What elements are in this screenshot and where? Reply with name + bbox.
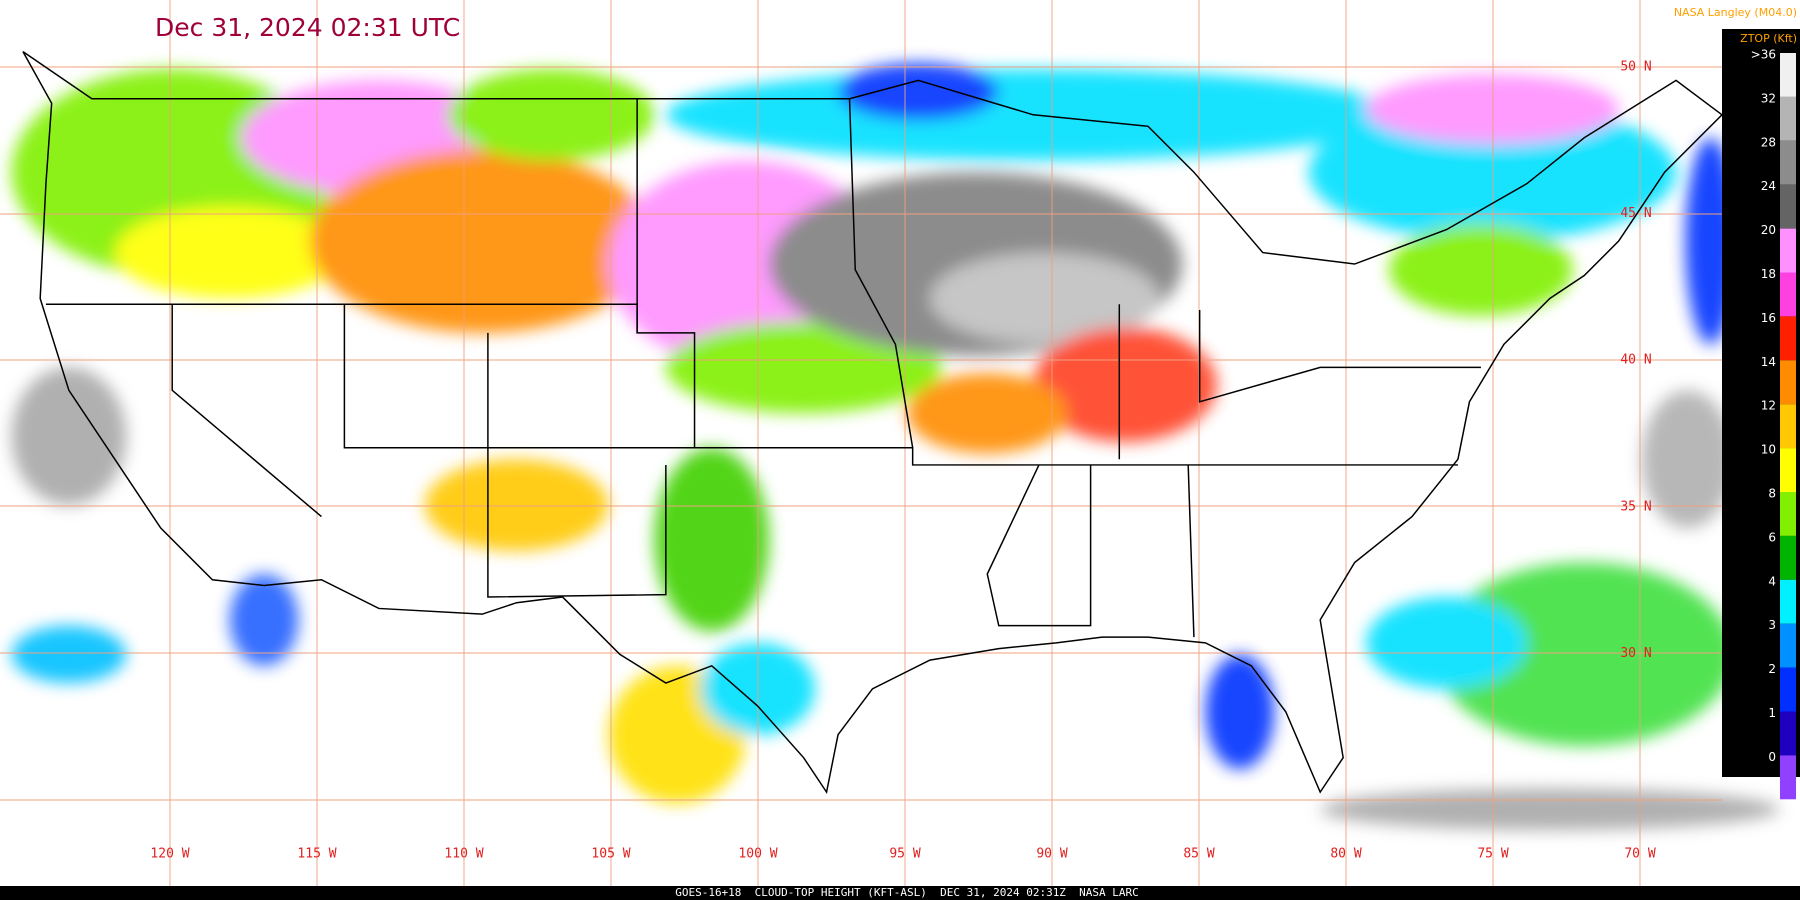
cloud <box>424 459 609 552</box>
boundaries <box>22 51 1724 795</box>
legend-swatch <box>1780 316 1796 361</box>
legend-label: 3 <box>1768 618 1776 632</box>
legend-label: 18 <box>1761 267 1776 281</box>
latitude-label: 40 N <box>1620 353 1651 368</box>
legend-label: 6 <box>1768 530 1776 544</box>
legend-label: 32 <box>1761 91 1776 105</box>
legend-swatch <box>1780 272 1796 317</box>
graticule <box>0 0 1722 886</box>
state-line <box>986 464 1092 627</box>
cloud <box>11 367 127 506</box>
legend-swatch <box>1780 711 1796 756</box>
legend-title: ZTOP (Kft) <box>1740 32 1797 45</box>
longitude-label: 115 W <box>297 847 336 862</box>
legend-label: 14 <box>1761 355 1776 369</box>
state-line <box>171 304 322 518</box>
cloud <box>838 63 999 121</box>
legend-swatch <box>1780 184 1796 229</box>
footer-bar <box>0 886 1800 900</box>
legend-label: 16 <box>1761 311 1776 325</box>
state-line <box>1198 309 1481 403</box>
cloud <box>114 206 345 299</box>
cloud <box>1641 390 1734 529</box>
cloud <box>1389 223 1573 316</box>
legend-swatch <box>1780 623 1796 668</box>
latitude-label: 45 N <box>1620 206 1651 221</box>
legend-label: >36 <box>1751 48 1776 62</box>
cloud <box>309 149 655 333</box>
longitude-label: 120 W <box>150 847 189 862</box>
timestamp-title: Dec 31, 2024 02:31 UTC <box>155 13 460 42</box>
legend-label: 28 <box>1761 135 1776 149</box>
legend-label: 1 <box>1768 706 1776 720</box>
latitude-label: 50 N <box>1620 60 1651 75</box>
legend-swatch <box>1780 667 1796 712</box>
longitude-label: 95 W <box>889 847 920 862</box>
longitude-label: 85 W <box>1183 847 1214 862</box>
cloud <box>1435 562 1734 747</box>
cloud <box>1320 788 1780 831</box>
cloud <box>447 68 655 161</box>
longitude-label: 75 W <box>1477 847 1508 862</box>
legend-swatch <box>1780 492 1796 536</box>
cloud <box>229 574 299 666</box>
cloud <box>11 625 127 684</box>
longitude-label: 100 W <box>738 847 777 862</box>
longitude-label: 105 W <box>591 847 630 862</box>
cloud <box>1366 596 1527 689</box>
footer: GOES-16+18 CLOUD-TOP HEIGHT (KFT-ASL) DE… <box>675 886 1139 899</box>
state-line <box>848 98 914 448</box>
credit: NASA Langley (M04.0) <box>1674 6 1797 19</box>
longitude-label: 70 W <box>1624 847 1655 862</box>
legend-label: 20 <box>1761 223 1776 237</box>
legend-label: 4 <box>1768 574 1776 588</box>
us-outline <box>22 51 1724 795</box>
state-line <box>487 332 667 598</box>
longitude-label: 110 W <box>444 847 483 862</box>
legend-swatch <box>1780 755 1796 800</box>
cloud <box>1033 327 1217 442</box>
legend-swatch <box>1780 579 1796 624</box>
legend-label: 8 <box>1768 487 1776 501</box>
legend-swatch <box>1780 96 1796 141</box>
legend-label: 24 <box>1761 179 1776 193</box>
longitude-label: 80 W <box>1330 847 1361 862</box>
cloud <box>654 447 770 632</box>
legend-label: 0 <box>1768 750 1776 764</box>
cloud <box>906 373 1068 454</box>
state-line <box>343 304 695 449</box>
legend-swatch <box>1780 228 1796 273</box>
legend-swatch <box>1780 448 1796 492</box>
cloud <box>1366 74 1619 144</box>
legend-swatch <box>1780 53 1796 97</box>
cloud <box>929 252 1160 345</box>
cloud-field <box>11 63 1780 831</box>
state-line <box>1187 464 1195 638</box>
cloud <box>665 321 942 414</box>
latitude-label: 35 N <box>1620 499 1651 514</box>
legend-swatch <box>1780 535 1796 580</box>
legend-swatch <box>1780 360 1796 405</box>
legend-label: 12 <box>1761 399 1776 413</box>
legend-swatch <box>1780 404 1796 449</box>
longitude-label: 90 W <box>1036 847 1067 862</box>
cloud <box>1205 654 1275 770</box>
legend-swatch <box>1780 140 1796 185</box>
legend-label: 10 <box>1761 443 1776 457</box>
latitude-label: 30 N <box>1620 646 1651 661</box>
legend-label: 2 <box>1768 662 1776 676</box>
